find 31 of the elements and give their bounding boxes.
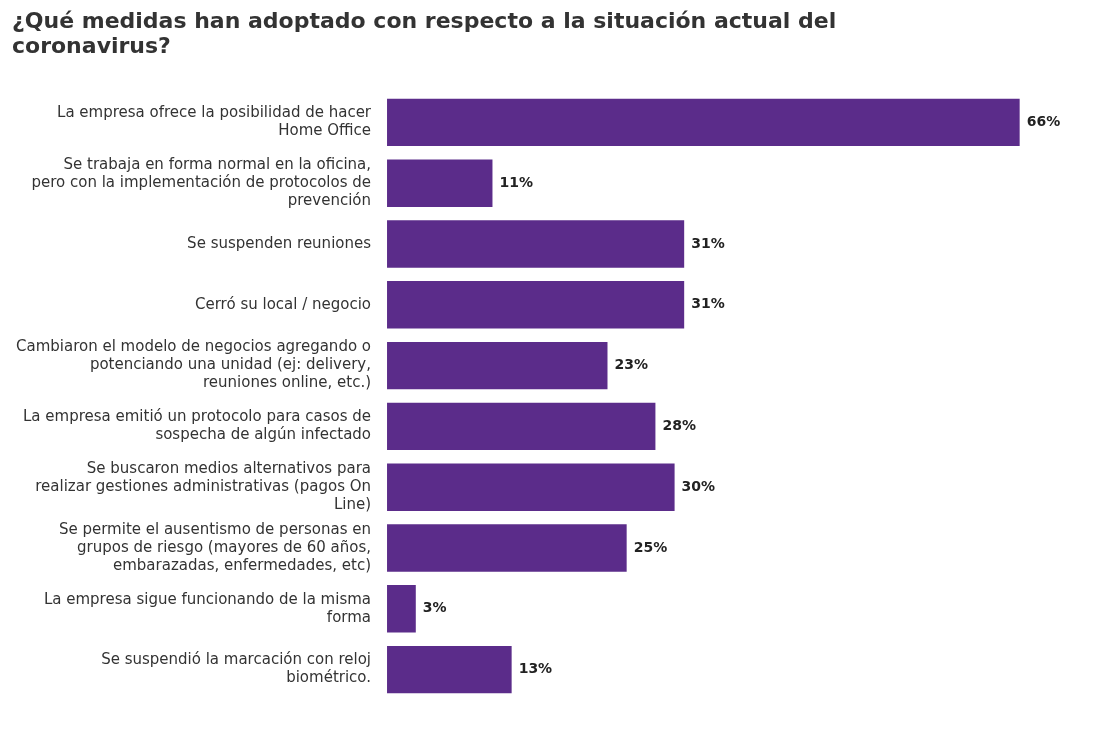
bar [387,341,608,390]
data-label: 25% [633,538,668,555]
bar [387,463,675,511]
y-tick-label: La empresa emitió un protocolo para casos de sospecha de algún infectado [22,407,372,444]
y-tick-label: Se buscaron medios alternativos para realizar gestiones administrativas (pagos On Line) [35,459,372,514]
y-tick-label: Se trabaja en forma normal en la oficina, pero con la implementación de protocolos de prevención [31,155,372,210]
bar [387,220,685,268]
chart-title: ¿Qué medidas han adoptado con respecto a la situación actual del coronavirus? [12,8,838,58]
data-label: 3% [422,599,447,616]
data-label: 30% [681,477,716,494]
data-label: 23% [614,356,649,373]
bar [387,524,627,572]
data-label: 28% [662,417,696,434]
y-tick-label: Cambiaron el modelo de negocios agregando o potenciando una unidad (ej: delivery, reuniones online, etc.) [15,337,372,392]
bar [387,645,512,694]
data-label: 13% [518,660,553,677]
bar [387,585,416,633]
data-label: 66% [1026,113,1061,130]
data-label: 11% [499,173,533,190]
y-tick-label: La empresa ofrece la posibilidad de hacer Home Office [57,103,372,140]
bar [387,281,685,329]
y-tick-label: Se suspenden reuniones [187,233,372,252]
y-tick-label: Cerró su local / negocio [194,294,372,313]
y-tick-label: Se suspendió la marcación con reloj biométrico. [101,650,372,687]
bar [387,159,493,207]
y-tick-label: Se permite el ausentismo de personas en grupos de riesgo (mayores de 60 años, embarazadas, enfermedades, etc) [58,519,372,574]
y-tick-label: La empresa sigue funcionando de la misma forma [43,589,372,626]
data-label: 31% [691,295,725,312]
bar [387,402,656,451]
data-label: 31% [691,234,725,251]
bar [387,98,1020,147]
